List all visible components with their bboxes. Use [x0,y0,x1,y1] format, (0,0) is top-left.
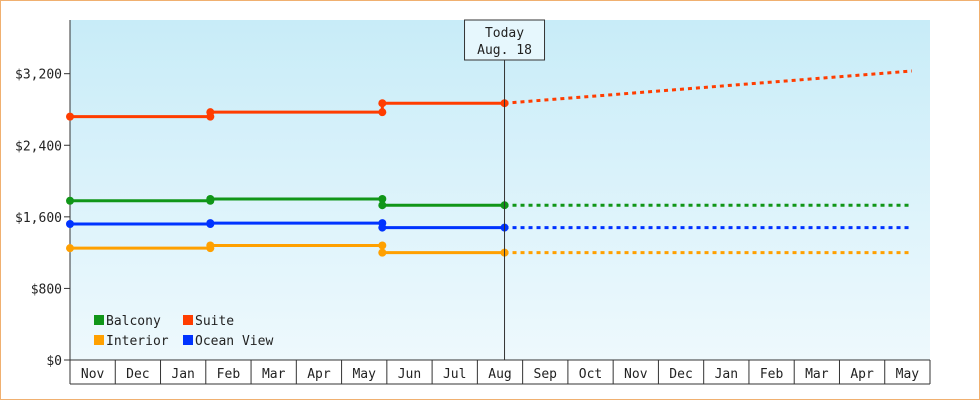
series-balcony [66,194,912,210]
data-point [378,194,387,203]
series-line [70,221,505,230]
x-tick-label: Feb [217,367,241,382]
x-tick-label: Feb [760,367,784,382]
x-tick-label: Jun [398,367,421,382]
data-point [206,108,215,117]
legend-label: Balcony [106,314,161,329]
x-tick-label: Apr [307,367,331,382]
x-tick-label: Aug [488,367,511,382]
y-tick-label: $3,200 [15,68,62,83]
legend-swatch [94,315,104,325]
x-tick-label: Nov [624,367,648,382]
x-tick-label: Mar [805,367,829,382]
x-tick-label: Jul [443,367,466,382]
series-line [70,197,505,207]
series-suite [66,69,913,121]
y-tick-label: $0 [46,354,62,369]
legend-swatch [94,335,104,345]
data-point [378,108,387,117]
data-point [66,196,74,205]
x-tick-label: May [352,367,376,382]
x-tick-label: Dec [126,367,149,382]
x-tick-label: Jan [715,367,738,382]
today-box [464,19,546,61]
today-date: Aug. 18 [477,43,532,58]
series-line [70,101,505,119]
plot-area [70,20,930,360]
legend: Balcony Suite Interior Ocean View [94,314,273,349]
legend-label: Interior [106,334,169,349]
data-point [66,244,74,253]
data-point [378,248,387,257]
data-point [378,201,387,210]
series-line [70,243,505,255]
data-point [206,219,215,228]
series-interior [66,241,912,257]
legend-swatch [183,315,193,325]
x-tick-label: Dec [669,367,692,382]
x-tick-label: Jan [171,367,194,382]
legend-swatch [183,335,193,345]
x-tick-label: Mar [262,367,286,382]
series-ocean-view [66,219,912,232]
y-tick-label: $2,400 [15,139,62,154]
data-point [206,241,215,250]
data-point [378,99,387,108]
x-tick-label: Oct [579,367,602,382]
y-tick-label: $1,600 [15,211,62,226]
legend-label: Suite [195,314,234,329]
data-point [206,194,215,203]
axes: $0 $800 $1,600 $2,400 $3,200 Nov Dec Jan Feb Mar A… [15,20,931,385]
today-label: Today [485,26,524,41]
legend-label: Ocean View [195,334,273,349]
y-tick-label: $800 [31,282,62,297]
x-tick-label: Apr [850,367,874,382]
x-tick-label: Nov [81,367,105,382]
series-layer [66,69,913,257]
data-point [66,112,74,121]
x-tick-label: Sep [534,367,558,382]
data-point [66,220,74,228]
x-tick-label: May [896,367,920,382]
data-point [378,241,387,250]
data-point [378,223,387,232]
today-marker: Today Aug. 18 [464,19,546,360]
